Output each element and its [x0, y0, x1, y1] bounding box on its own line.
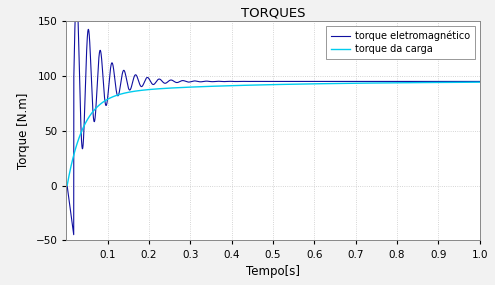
- torque eletromagnético: [81, 137, 87, 141]
- torque da carga: [477, 80, 483, 84]
- torque da carga: [88, 112, 94, 116]
- torque eletromagnético: [477, 80, 483, 83]
- torque da carga: [63, 184, 69, 187]
- Title: TORQUES: TORQUES: [241, 7, 305, 20]
- torque eletromagnético: [145, 76, 150, 79]
- torque da carga: [455, 81, 461, 84]
- torque da carga: [81, 125, 87, 129]
- torque eletromagnético: [455, 80, 461, 83]
- torque eletromagnético: [63, 184, 69, 187]
- Line: torque da carga: torque da carga: [66, 82, 480, 186]
- Line: torque eletromagnético: torque eletromagnético: [66, 0, 480, 235]
- torque eletromagnético: [71, 233, 77, 236]
- Y-axis label: Torque [N.m]: Torque [N.m]: [17, 93, 30, 169]
- torque da carga: [265, 83, 271, 86]
- torque da carga: [65, 178, 71, 182]
- Legend: torque eletromagnético, torque da carga: torque eletromagnético, torque da carga: [326, 26, 475, 59]
- torque eletromagnético: [265, 80, 271, 83]
- torque eletromagnético: [88, 71, 94, 75]
- torque eletromagnético: [65, 192, 71, 195]
- torque da carga: [145, 88, 150, 91]
- X-axis label: Tempo[s]: Tempo[s]: [246, 265, 300, 278]
